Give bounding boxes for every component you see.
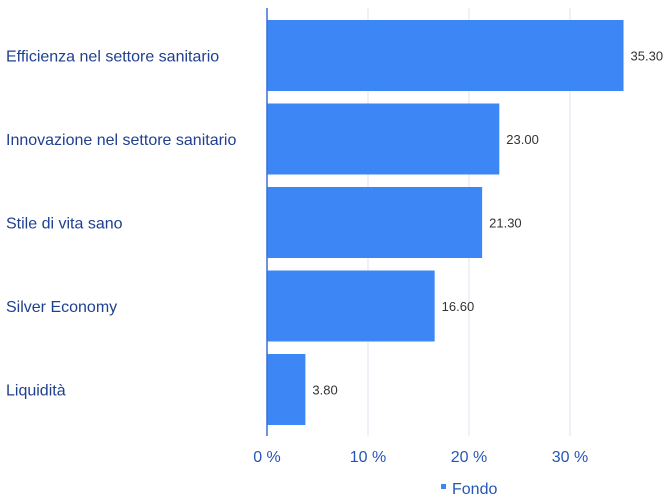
category-label: Innovazione nel settore sanitario: [6, 132, 236, 149]
bar: [267, 354, 306, 425]
category-labels: Efficienza nel settore sanitario Innovazi…: [6, 49, 236, 400]
bar: [267, 270, 435, 342]
data-label: 35.30: [631, 49, 664, 64]
legend-label-fondo: Fondo: [452, 481, 497, 497]
x-tick-label: 20 %: [451, 449, 487, 466]
bar: [267, 187, 483, 258]
x-tick-label: 10 %: [350, 449, 386, 466]
category-label: Efficienza nel settore sanitario: [6, 49, 219, 66]
bar: [267, 103, 500, 175]
data-label: 23.00: [506, 132, 539, 147]
category-label: Stile di vita sano: [6, 216, 123, 233]
data-label: 3.80: [312, 383, 337, 398]
bar: [267, 20, 624, 91]
legend-swatch-fondo: [441, 484, 446, 489]
x-tick-label: 0 %: [253, 449, 281, 466]
data-labels: 35.30 23.00 21.30 16.60 3.80: [312, 49, 663, 398]
bars: [267, 20, 624, 425]
x-tick-label: 30 %: [552, 449, 588, 466]
category-label: Liquidità: [6, 383, 66, 400]
data-label: 16.60: [442, 299, 475, 314]
data-label: 21.30: [489, 216, 522, 231]
x-axis-ticks: 0 % 10 % 20 % 30 %: [253, 449, 588, 466]
category-label: Silver Economy: [6, 299, 117, 316]
legend: Fondo: [441, 481, 497, 497]
